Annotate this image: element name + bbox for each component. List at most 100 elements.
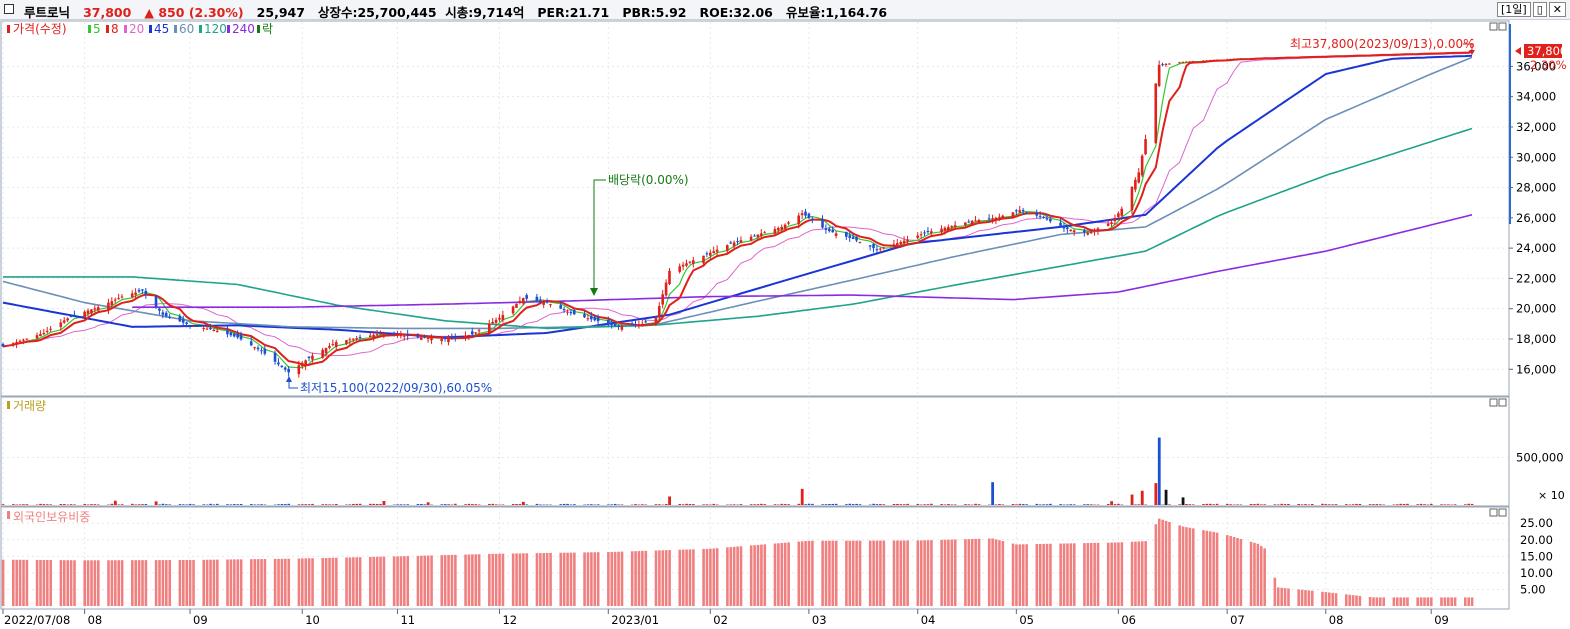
volume-bar [73, 504, 76, 505]
foreign-bar [1185, 527, 1188, 606]
candle-body [1035, 212, 1039, 216]
candle-body [1467, 52, 1470, 54]
candle-body [1113, 217, 1117, 222]
foreign-bar [1372, 597, 1375, 606]
foreign-bar [569, 552, 573, 606]
select-checkbox[interactable] [4, 4, 14, 14]
candle-body [236, 333, 239, 338]
price-panel-minimize[interactable] [1489, 22, 1498, 31]
foreign-panel-minimize[interactable] [1489, 508, 1498, 517]
volume-bar [192, 504, 195, 505]
foreign-bar [1453, 597, 1457, 606]
candle-body [287, 368, 290, 373]
stock-price: 37,800 [83, 5, 132, 20]
foreign-bar [447, 555, 450, 606]
foreign-bar [777, 543, 780, 606]
foreign-bar [1212, 531, 1215, 606]
foreign-bar [494, 553, 498, 606]
foreign-bar [596, 552, 600, 606]
volume-bar [1025, 504, 1028, 505]
last-price-tag: 37,800 2.30% [1515, 44, 1567, 72]
close-button[interactable]: ✕ [1548, 2, 1566, 17]
candle-body [226, 330, 229, 335]
foreign-bar [1168, 522, 1171, 606]
candle-body [453, 336, 457, 338]
volume-bar [1205, 503, 1209, 505]
volume-bar [807, 503, 811, 505]
scroll-indicator[interactable] [1509, 24, 1511, 224]
foreign-bar [352, 557, 355, 606]
candle-body [868, 245, 872, 247]
price-tick-label: 18,000 [1516, 332, 1556, 346]
volume-bar [566, 503, 569, 505]
candle-body [1239, 58, 1243, 60]
price-panel-close[interactable] [1498, 22, 1507, 31]
foreign-bar [301, 558, 304, 606]
foreign-bar [406, 556, 410, 606]
period-button[interactable]: [1일] [1497, 2, 1531, 17]
candle-body [811, 218, 814, 221]
price-tick-label: 20,000 [1516, 302, 1556, 316]
candle-body [1344, 55, 1348, 57]
volume-bar [120, 504, 124, 505]
foreign-bar [780, 542, 784, 606]
restore-button[interactable]: ▯ [1532, 2, 1547, 17]
candle-body [1130, 186, 1134, 211]
foreign-bar [144, 560, 148, 606]
foreign-bar [134, 560, 138, 606]
price-tick-label: 28,000 [1516, 181, 1556, 195]
candle-body [423, 336, 426, 338]
volume-bar [423, 504, 427, 505]
candle-body [613, 324, 617, 326]
candle-body [923, 232, 926, 234]
candle-body [1225, 59, 1229, 61]
candle-body [800, 213, 804, 216]
volume-bar [280, 504, 284, 505]
volume-bar [692, 504, 695, 505]
volume-panel-minimize[interactable] [1489, 398, 1498, 407]
candle-body [715, 249, 719, 252]
price-tick-label: 24,000 [1516, 241, 1556, 255]
volume-bar [1212, 504, 1215, 505]
foreign-bar [1011, 543, 1015, 606]
volume-bar [1263, 504, 1266, 505]
candle-body [192, 325, 195, 327]
foreign-tick-label: 25.00 [1520, 516, 1553, 530]
candle-body [1453, 52, 1457, 54]
candle-body [518, 300, 522, 303]
foreign-bar [1382, 597, 1385, 606]
legend-dividend: 락 [262, 22, 273, 36]
volume-spike-bar [991, 482, 995, 505]
foreign-bar [1348, 594, 1351, 606]
candle-body [137, 289, 141, 292]
candle-body [117, 298, 120, 300]
foreign-bar [906, 540, 909, 606]
candle-body [902, 240, 906, 244]
candle-body [1331, 55, 1334, 57]
foreign-bar [1106, 542, 1110, 606]
volume-bar [1038, 504, 1042, 505]
volume-panel-close[interactable] [1498, 398, 1507, 407]
x-tick-label: 07 [1230, 613, 1245, 627]
foreign-bar [1355, 595, 1358, 606]
candle-body [634, 324, 637, 326]
x-tick-label: 03 [812, 613, 827, 627]
legend-ma8-marker [106, 25, 109, 33]
candle-body [725, 245, 729, 251]
foreign-bar [396, 556, 399, 606]
volume-bar [950, 504, 954, 505]
foreign-bar [430, 555, 433, 606]
volume-bar [804, 504, 807, 505]
foreign-bar [712, 548, 716, 606]
candle-body [1253, 58, 1256, 60]
candle-body [141, 289, 144, 291]
candle-body [1463, 52, 1467, 54]
x-tick-label: 02 [713, 613, 728, 627]
volume-bar [1259, 504, 1263, 505]
volume-bar [158, 504, 161, 505]
foreign-panel-close[interactable] [1498, 508, 1507, 517]
foreign-bar [1423, 597, 1426, 606]
foreign-bar [1406, 597, 1409, 606]
ma120-line [3, 127, 1473, 330]
